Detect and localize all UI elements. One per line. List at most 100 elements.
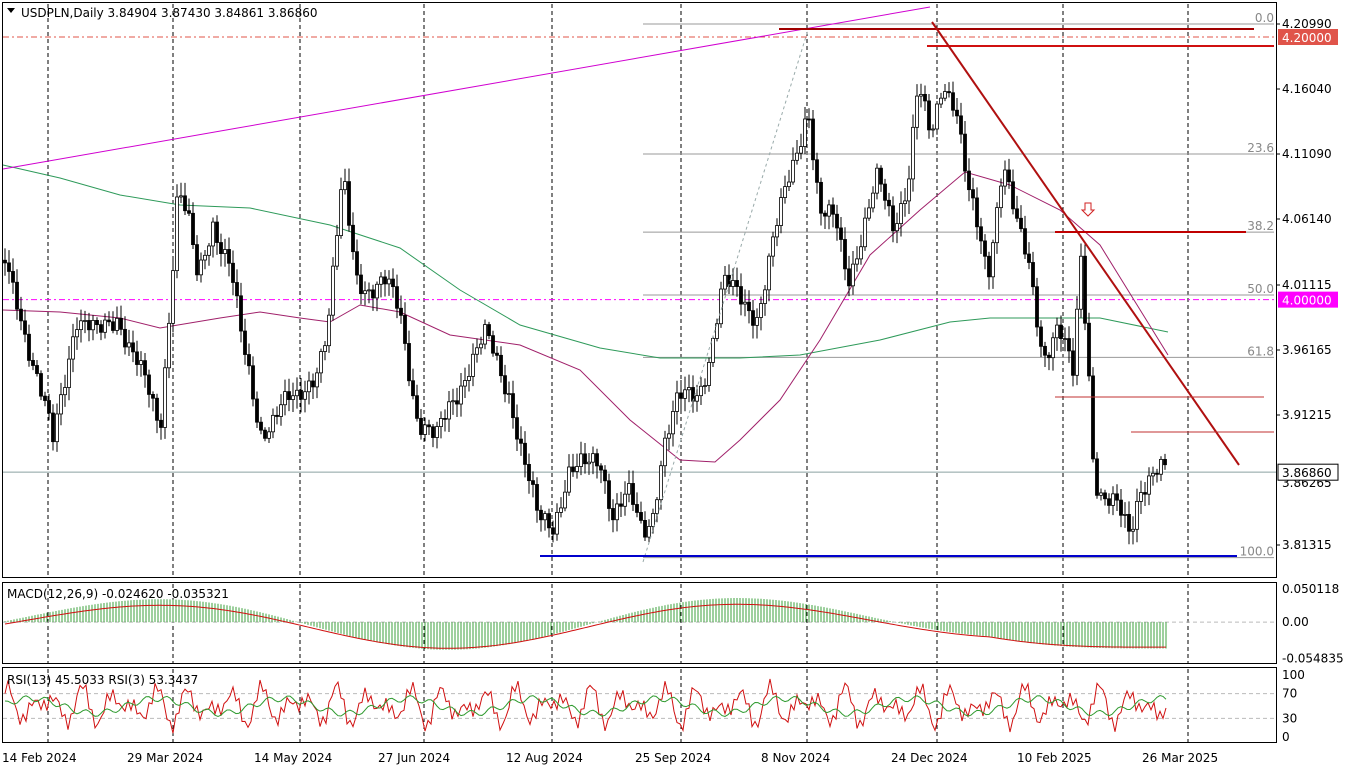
- candle-body: [171, 270, 175, 324]
- candle-body: [927, 100, 931, 131]
- candle-body: [1147, 475, 1151, 495]
- candle-body: [1151, 472, 1155, 477]
- candle-body: [991, 242, 995, 278]
- candle-body: [307, 380, 311, 393]
- candle-body: [1119, 499, 1123, 516]
- candle-body: [511, 393, 515, 419]
- x-tick-label: 24 Dec 2024: [891, 751, 968, 765]
- fib-level-label: 61.8: [1247, 344, 1274, 358]
- candle-body: [583, 453, 587, 465]
- candle-body: [859, 246, 863, 260]
- candle-body: [243, 330, 247, 355]
- candle-body: [139, 360, 143, 365]
- x-tick-label: 14 Feb 2024: [2, 751, 77, 765]
- candle-body: [1031, 262, 1035, 288]
- candle-body: [739, 286, 743, 305]
- candle-body: [1035, 286, 1039, 328]
- current-price-label: 3.86860: [1282, 466, 1332, 480]
- candle-body: [131, 342, 135, 353]
- candle-body: [203, 254, 207, 261]
- candle-body: [1051, 337, 1055, 359]
- candle-body: [591, 453, 595, 463]
- candle-body: [455, 400, 459, 405]
- candle-body: [715, 323, 719, 339]
- candle-body: [107, 319, 111, 323]
- candle-body: [815, 159, 819, 183]
- rsi-fast-line: [4, 678, 1167, 734]
- candle-body: [247, 354, 251, 367]
- candle-body: [867, 207, 871, 219]
- candle-body: [1023, 228, 1027, 255]
- candle-body: [615, 503, 619, 521]
- candle-body: [919, 93, 923, 97]
- candle-body: [563, 491, 567, 509]
- rsi-panel-frame: [2, 667, 1277, 743]
- candle-body: [39, 373, 43, 397]
- candle-body: [339, 189, 343, 237]
- candle-body: [831, 204, 835, 215]
- candle-body: [151, 394, 155, 399]
- candle-body: [679, 392, 683, 399]
- candle-body: [923, 93, 927, 102]
- macd-signal-line: [4, 603, 1167, 649]
- candle-body: [395, 286, 399, 309]
- candle-body: [191, 212, 195, 245]
- candle-body: [23, 320, 27, 335]
- candle-body: [491, 335, 495, 354]
- candle-body: [1063, 338, 1067, 340]
- candle-body: [419, 417, 423, 435]
- candle-body: [907, 178, 911, 202]
- candle-body: [751, 310, 755, 326]
- candle-body: [887, 199, 891, 207]
- candle-body: [711, 338, 715, 363]
- fib-level-label: 0.0: [1255, 11, 1274, 25]
- candle-body: [551, 527, 555, 535]
- candle-body: [527, 464, 531, 482]
- candle-body: [899, 203, 903, 225]
- candle-body: [263, 429, 267, 439]
- candle-body: [1007, 169, 1011, 183]
- candle-body: [503, 375, 507, 395]
- candle-body: [383, 276, 387, 285]
- candle-body: [699, 385, 703, 397]
- candle-body: [331, 265, 335, 316]
- price-level-tag: [1278, 291, 1338, 308]
- price-level-tag-label: 4.00000: [1282, 294, 1332, 308]
- candle-body: [599, 465, 603, 471]
- candle-body: [135, 351, 139, 365]
- candle-body: [515, 417, 519, 440]
- candle-body: [11, 271, 15, 283]
- candle-body: [147, 374, 151, 395]
- candle-body: [1071, 350, 1075, 376]
- candle-body: [1123, 514, 1127, 516]
- candle-body: [275, 414, 279, 417]
- candle-body: [447, 401, 451, 420]
- symbol-menu-triangle-icon[interactable]: [7, 8, 15, 13]
- candle-body: [1087, 322, 1091, 377]
- candle-body: [407, 343, 411, 382]
- candle-body: [1107, 498, 1111, 506]
- candle-body: [1067, 338, 1071, 352]
- candle-body: [235, 282, 239, 297]
- candle-body: [811, 118, 815, 161]
- candle-body: [863, 217, 867, 248]
- down-arrow-icon: [1080, 202, 1096, 217]
- candle-body: [379, 276, 383, 285]
- candle-body: [947, 91, 951, 94]
- macd-axis-label: 0.050118: [1282, 582, 1339, 596]
- candle-body: [195, 244, 199, 276]
- candle-body: [451, 400, 455, 403]
- price-axis-label: 3.81315: [1282, 538, 1332, 552]
- macd-panel-frame: [2, 582, 1277, 664]
- candle-body: [1163, 458, 1167, 466]
- price-axis-label: 4.20990: [1282, 17, 1332, 31]
- candle-body: [87, 320, 91, 331]
- candle-body: [1131, 528, 1135, 532]
- candle-body: [1047, 354, 1051, 359]
- candle-body: [747, 301, 751, 312]
- candle-body: [983, 240, 987, 257]
- candle-body: [1019, 217, 1023, 230]
- candle-body: [211, 221, 215, 247]
- candle-body: [287, 391, 291, 400]
- candle-body: [827, 204, 831, 217]
